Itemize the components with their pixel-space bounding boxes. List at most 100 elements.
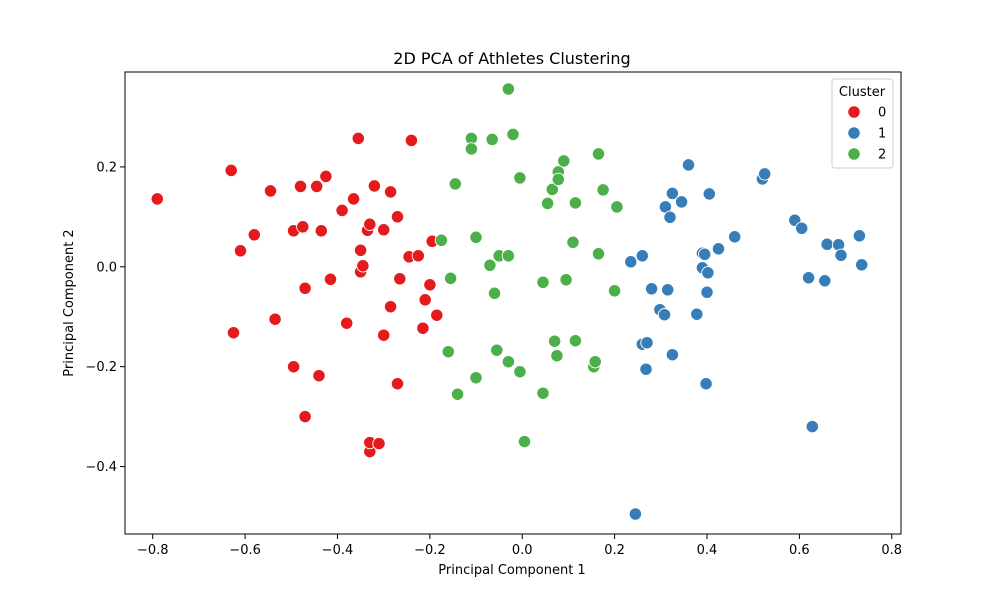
scatter-point-cluster-0 (393, 272, 407, 286)
scatter-point-cluster-2 (568, 196, 583, 210)
scatter-point-cluster-2 (483, 258, 497, 272)
scatter-point-cluster-1 (700, 285, 714, 299)
scatter-point-cluster-1 (801, 271, 816, 285)
scatter-point-cluster-2 (434, 233, 449, 247)
x-tick-label: 0.0 (512, 543, 533, 558)
legend-marker-cluster-1 (847, 126, 861, 140)
scatter-point-cluster-2 (501, 249, 516, 263)
y-tick-label: −0.2 (85, 360, 117, 375)
scatter-point-cluster-2 (501, 82, 516, 96)
x-tick-label: −0.6 (229, 543, 261, 558)
scatter-point-cluster-0 (383, 300, 398, 314)
scatter-point-cluster-1 (711, 242, 726, 256)
scatter-point-cluster-2 (591, 147, 606, 161)
scatter-point-cluster-1 (628, 507, 643, 521)
scatter-point-cluster-0 (356, 259, 370, 273)
scatter-point-cluster-2 (545, 182, 559, 197)
x-axis-ticks: −0.8 −0.6 −0.4 −0.2 0.0 0.2 0.4 0.6 0.8 (137, 534, 902, 558)
scatter-point-cluster-1 (701, 266, 715, 280)
x-tick-label: 0.4 (697, 543, 718, 558)
scatter-point-cluster-2 (551, 172, 565, 187)
scatter-point-cluster-1 (818, 274, 832, 288)
scatter-point-cluster-2 (559, 273, 573, 287)
scatter-point-cluster-1 (795, 221, 809, 235)
scatter-point-cluster-2 (469, 371, 483, 385)
legend-label-cluster-0: 0 (878, 106, 886, 121)
scatter-point-cluster-1 (852, 229, 867, 243)
scatter-point-cluster-0 (383, 185, 398, 199)
scatter-point-cluster-2 (464, 142, 479, 156)
y-axis-ticks: −0.4 −0.2 0.0 0.2 (85, 160, 125, 475)
x-tick-label: 0.2 (604, 543, 625, 558)
scatter-point-cluster-0 (351, 131, 365, 146)
scatter-point-cluster-1 (665, 348, 680, 362)
scatter-point-cluster-2 (550, 349, 564, 363)
scatter-point-cluster-1 (805, 419, 819, 434)
scatter-point-cluster-2 (441, 345, 455, 359)
x-tick-label: −0.4 (322, 543, 354, 558)
scatter-point-cluster-2 (517, 434, 532, 449)
scatter-point-cluster-1 (624, 255, 638, 269)
scatter-point-cluster-0 (319, 169, 333, 184)
scatter-point-cluster-0 (377, 328, 391, 342)
scatter-point-cluster-2 (469, 230, 483, 244)
x-tick-label: 0.6 (789, 543, 810, 558)
scatter-point-cluster-2 (490, 343, 504, 357)
scatter-point-cluster-0 (263, 184, 278, 198)
scatter-point-cluster-0 (390, 377, 405, 391)
scatter-point-cluster-1 (690, 307, 704, 321)
scatter-point-cluster-0 (404, 133, 419, 148)
scatter-point-cluster-2 (568, 334, 583, 348)
legend-items: 0 1 2 (847, 105, 886, 163)
scatter-point-cluster-2 (607, 284, 622, 298)
scatter-point-cluster-0 (367, 179, 382, 193)
scatter-point-cluster-0 (377, 223, 391, 237)
scatter-point-cluster-2 (591, 247, 606, 261)
scatter-point-cluster-1 (702, 187, 716, 201)
scatter-point-cluster-1 (665, 186, 680, 201)
scatter-point-cluster-0 (335, 203, 349, 218)
scatter-point-cluster-2 (547, 334, 562, 348)
scatter-point-cluster-1 (834, 248, 848, 262)
scatter-point-cluster-2 (448, 177, 462, 191)
x-tick-label: −0.2 (414, 543, 446, 558)
scatter-point-cluster-2 (443, 271, 458, 285)
scatter-point-cluster-1 (728, 230, 742, 244)
scatter-point-cluster-1 (644, 282, 659, 296)
x-tick-label: −0.8 (137, 543, 169, 558)
legend-label-cluster-1: 1 (878, 127, 886, 142)
scatter-point-cluster-2 (485, 132, 499, 147)
scatter-point-cluster-2 (557, 154, 571, 168)
y-axis-label: Principal Component 2 (62, 229, 77, 376)
y-tick-label: 0.2 (96, 160, 117, 175)
y-tick-label: 0.0 (96, 260, 117, 275)
legend-label-cluster-2: 2 (878, 148, 886, 163)
scatter-point-cluster-2 (566, 235, 580, 249)
scatter-point-cluster-0 (372, 436, 386, 451)
scatter-point-cluster-0 (312, 369, 326, 383)
scatter-point-cluster-1 (657, 308, 672, 322)
y-tick-label: −0.4 (85, 460, 117, 475)
scatter-point-cluster-0 (411, 249, 425, 263)
scatter-point-cluster-0 (296, 220, 310, 234)
scatter-point-cluster-1 (699, 377, 713, 391)
scatter-point-cluster-2 (596, 183, 610, 197)
scatter-point-cluster-0 (314, 224, 328, 238)
scatter-point-cluster-0 (418, 293, 432, 307)
scatter-point-cluster-1 (639, 362, 653, 376)
legend-marker-cluster-0 (847, 105, 861, 119)
scatter-point-cluster-2 (501, 355, 516, 369)
scatter-point-cluster-0 (298, 409, 312, 424)
scatter-point-cluster-0 (226, 326, 241, 340)
scatter-point-cluster-1 (758, 167, 772, 181)
points-layer (150, 82, 869, 521)
scatter-point-cluster-1 (698, 247, 712, 261)
scatter-point-cluster-2 (540, 196, 555, 211)
scatter-point-cluster-0 (298, 281, 312, 295)
chart-title: 2D PCA of Athletes Clustering (393, 49, 630, 68)
scatter-point-cluster-0 (363, 217, 377, 231)
scatter-point-cluster-1 (820, 237, 834, 251)
scatter-point-cluster-0 (310, 179, 324, 194)
scatter-point-cluster-1 (855, 258, 869, 272)
